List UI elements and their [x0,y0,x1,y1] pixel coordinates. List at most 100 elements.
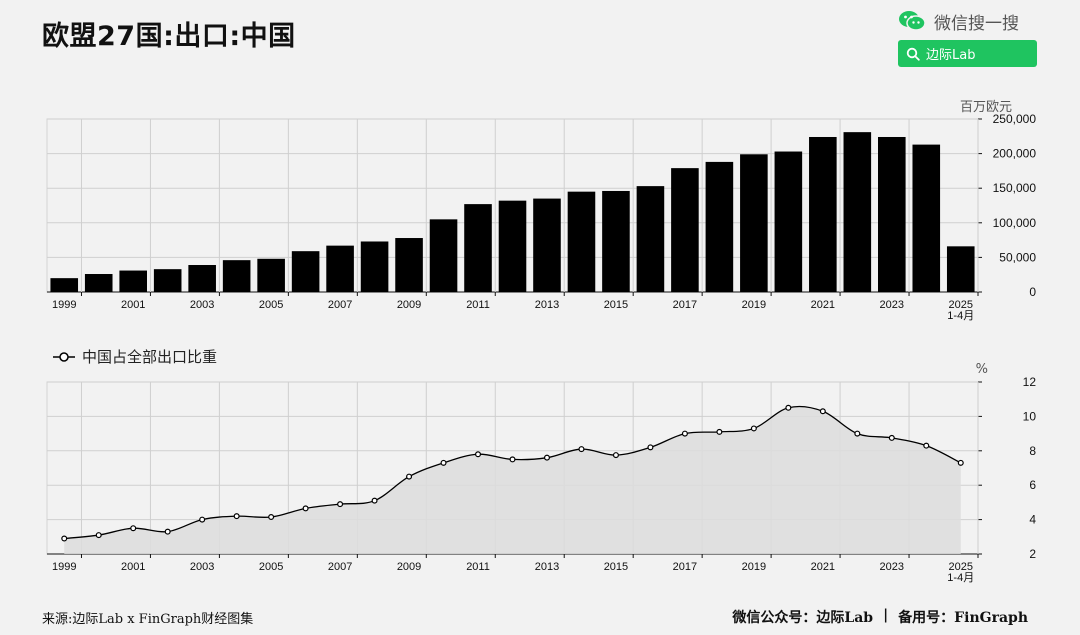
x-tick-sublabel-bar: 1-4月 [947,310,974,322]
data-point [475,451,482,458]
x-tick-label-bar: 2003 [190,299,214,311]
area-fill [64,406,961,554]
x-tick-label-bar: 2001 [121,299,145,311]
bar [740,154,768,292]
data-point [578,446,585,453]
data-point [406,473,413,480]
y-tick-label-bar: 0 [1029,285,1036,299]
x-tick-label-line: 2019 [742,561,766,573]
x-tick-label-line: 2017 [673,561,697,573]
data-point [371,497,378,504]
data-point [957,459,964,466]
data-point [199,516,206,523]
bar [429,219,458,292]
x-tick-label-bar: 2009 [397,299,421,311]
x-tick-sublabel-line: 1-4月 [947,572,974,584]
x-tick-label-bar: 2013 [535,299,559,311]
footer-backup-account: 备用号：FinGraph [898,610,1028,626]
search-button-label: 边际Lab [926,48,976,63]
bar [878,136,906,292]
footer-credits: 微信公众号：边际Lab | 备用号：FinGraph [732,607,1028,627]
x-tick-label-line: 2025 [949,561,973,573]
legend-line-marker-icon [53,351,75,362]
x-tick-label-line: 2011 [466,561,490,573]
source-note: 来源:边际Lab x FinGraph财经图集 [42,612,254,627]
data-point [750,425,757,432]
search-button[interactable]: 边际Lab [898,40,1037,67]
y-axis-unit-label-percent: % [976,362,988,377]
bar [946,246,975,292]
data-point [130,525,137,532]
x-tick-label-line: 2001 [121,561,145,573]
bar [636,186,665,292]
bar [705,161,734,292]
bar [119,270,147,292]
x-tick-label-bar: 2015 [604,299,628,311]
data-point [337,501,344,508]
x-tick-label-bar: 2007 [328,299,352,311]
y-tick-label-bar: 250,000 [993,112,1037,126]
y-tick-label-bar: 100,000 [993,216,1037,230]
y-tick-label-line: 10 [1023,409,1037,423]
y-tick-label-line: 6 [1029,478,1036,492]
bar [50,278,79,292]
data-point [543,454,550,461]
x-tick-label-line: 2005 [259,561,283,573]
bar [774,151,803,292]
bar [153,269,182,292]
data-point [785,404,792,411]
x-tick-label-line: 2015 [604,561,628,573]
x-tick-label-line: 2021 [811,561,835,573]
data-point [164,528,171,535]
bar [84,274,113,292]
x-tick-label-line: 2023 [880,561,904,573]
bar [222,260,251,292]
data-point [268,514,275,521]
bar [291,251,320,292]
bar [464,204,492,292]
x-tick-label-line: 2003 [190,561,214,573]
bar [326,245,354,292]
data-point [888,434,895,441]
y-tick-label-line: 2 [1029,547,1036,561]
data-point [302,505,309,512]
bar [567,191,596,292]
bar [498,200,527,292]
bar [809,136,837,292]
legend-label: 中国占全部出口比重 [82,348,218,366]
data-point [819,408,826,415]
bar [533,198,561,292]
chart-title: 欧盟27国:出口:中国 [42,21,296,52]
data-point [61,535,68,542]
data-point [95,532,102,539]
data-point [716,428,723,435]
y-tick-label-line: 8 [1029,444,1036,458]
bar [395,238,423,292]
bar [188,265,216,292]
x-tick-label-bar: 2023 [880,299,904,311]
x-tick-label-line: 2013 [535,561,559,573]
x-tick-label-bar: 1999 [52,299,76,311]
y-tick-label-bar: 150,000 [993,181,1037,195]
data-point [647,444,654,451]
wechat-logo-icon [899,11,926,31]
footer-separator: | [883,607,889,623]
y-tick-label-line: 12 [1023,375,1037,389]
bar [671,168,699,292]
y-tick-label-line: 4 [1029,513,1036,527]
data-point [681,430,688,437]
x-tick-label-line: 1999 [52,561,76,573]
bar [912,144,941,292]
bar [360,241,389,292]
footer-account: 微信公众号：边际Lab [732,610,874,626]
x-tick-label-bar: 2019 [742,299,766,311]
data-point [612,452,619,459]
data-point [854,430,861,437]
bar [602,190,630,292]
x-tick-label-line: 2009 [397,561,421,573]
line-legend: 中国占全部出口比重 [52,346,217,367]
x-tick-label-bar: 2011 [466,299,490,311]
y-tick-label-bar: 50,000 [999,250,1036,264]
wechat-search-label: 微信搜一搜 [934,13,1019,34]
